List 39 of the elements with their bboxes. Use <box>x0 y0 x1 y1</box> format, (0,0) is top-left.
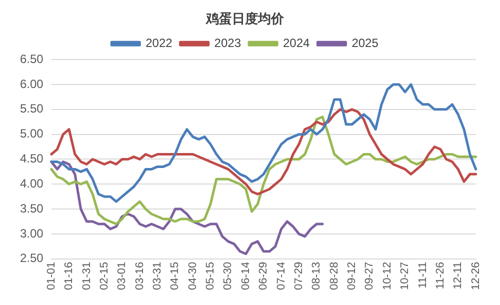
x-tick-label: 04-15 <box>169 262 182 290</box>
chart-title: 鸡蛋日度均价 <box>205 11 285 28</box>
y-tick-label: 2.50 <box>20 251 44 266</box>
x-tick-label: 11-11 <box>416 262 429 288</box>
x-tick-label: 11-26 <box>434 262 446 290</box>
y-tick-label: 3.00 <box>20 226 44 240</box>
y-tick-label: 3.50 <box>20 201 44 216</box>
x-tick-label: 03-31 <box>152 262 164 290</box>
x-tick-label: 04-30 <box>186 262 199 290</box>
y-tick-label: 5.00 <box>20 126 44 141</box>
x-tick-label: 08-28 <box>328 262 340 290</box>
y-tick-label: 4.50 <box>20 152 44 166</box>
x-tick-label: 03-16 <box>134 262 146 290</box>
x-tick-label: 10-12 <box>381 262 394 290</box>
x-tick-label: 05-30 <box>222 262 234 290</box>
x-tick-label: 09-12 <box>346 262 358 290</box>
y-tick-label: 6.00 <box>20 76 44 91</box>
x-tick-label: 12-11 <box>452 262 464 290</box>
legend-label: 2023 <box>214 36 242 50</box>
y-tick-label: 5.50 <box>20 102 44 116</box>
x-tick-label: 12-26 <box>470 262 482 290</box>
x-tick-label: 01-16 <box>63 262 76 290</box>
legend-label: 2024 <box>283 36 310 50</box>
x-tick-label: 10-27 <box>399 262 412 290</box>
x-tick-label: 01-31 <box>80 262 93 290</box>
x-tick-label: 05-15 <box>204 262 217 290</box>
x-tick-label: 07-14 <box>275 262 288 290</box>
legend-label: 2025 <box>352 36 379 50</box>
y-tick-label: 6.50 <box>20 52 44 66</box>
x-tick-label: 02-15 <box>98 262 110 290</box>
x-tick-label: 06-14 <box>240 262 252 290</box>
y-tick-label: 4.00 <box>20 176 44 190</box>
x-tick-label: 09-27 <box>364 262 376 290</box>
x-tick-label: 01-01 <box>45 262 58 290</box>
legend-label: 2022 <box>146 36 173 50</box>
x-tick-label: 08-13 <box>310 262 323 290</box>
x-tick-label: 03-01 <box>116 262 128 290</box>
x-tick-label: 06-29 <box>258 262 270 290</box>
x-tick-label: 07-29 <box>292 262 305 290</box>
